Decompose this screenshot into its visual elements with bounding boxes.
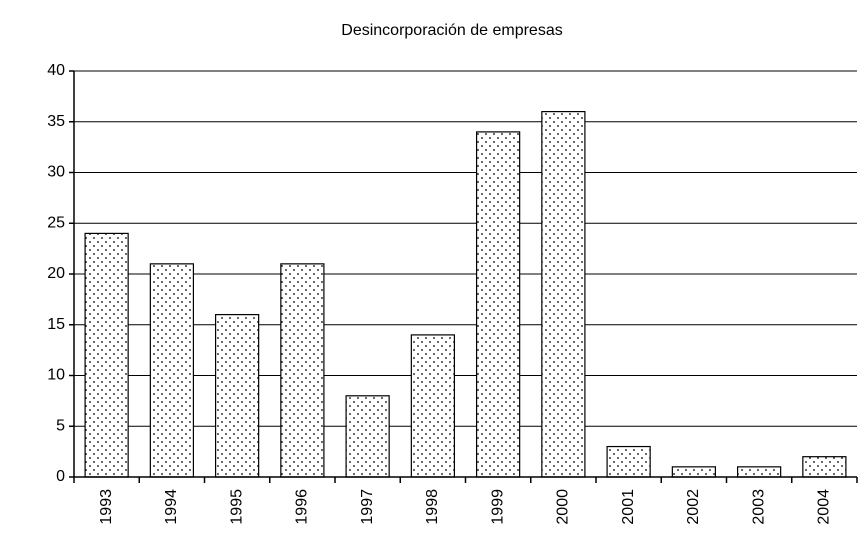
y-tick-label: 5: [56, 417, 65, 434]
y-tick-label: 10: [47, 367, 65, 384]
bar: [280, 263, 325, 478]
bar: [606, 445, 651, 478]
chart-title: Desincorporación de empresas: [341, 22, 562, 39]
x-tick-label: 2000: [555, 489, 572, 525]
bar: [149, 263, 195, 478]
x-tick-label: 1996: [294, 489, 311, 525]
y-tick-label: 25: [47, 214, 65, 231]
bar: [84, 232, 129, 478]
bar: [671, 466, 717, 478]
y-tick-label: 0: [56, 468, 65, 485]
x-tick-label: 1998: [424, 489, 441, 525]
x-tick-label: 2004: [816, 489, 833, 525]
x-tick-label: 2003: [750, 489, 767, 525]
x-tick-label: 2001: [620, 489, 637, 525]
x-tick-label: 1999: [489, 489, 506, 525]
y-tick-label: 15: [47, 316, 65, 333]
x-tick-label: 1995: [228, 489, 245, 525]
bar: [802, 456, 847, 478]
bar: [541, 110, 586, 478]
bar: [475, 131, 521, 478]
y-tick-label: 40: [47, 62, 65, 79]
x-tick-label: 1997: [359, 489, 376, 525]
x-tick-label: 1993: [98, 489, 115, 525]
bar: [410, 334, 456, 478]
x-tick-label: 1994: [163, 489, 180, 525]
x-tick-label: 2002: [685, 489, 702, 525]
bar: [214, 314, 260, 478]
y-tick-label: 20: [47, 265, 65, 282]
y-tick-label: 30: [47, 164, 65, 181]
bar: [736, 466, 782, 478]
y-tick-label: 35: [47, 113, 65, 130]
bar: [345, 395, 390, 478]
